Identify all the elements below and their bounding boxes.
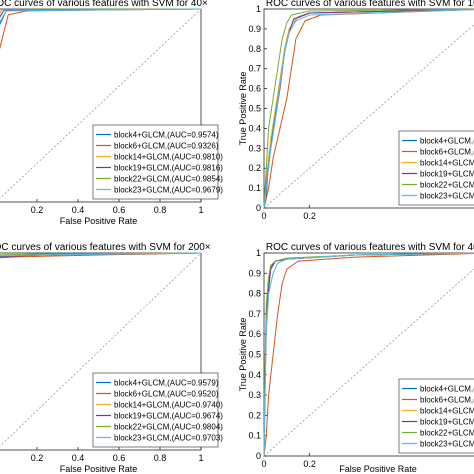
y-tick-label: 0	[256, 451, 261, 461]
y-tick-label: 0.7	[248, 309, 261, 319]
roc-curve-5	[263, 8, 474, 209]
legend-label-6: block23+GLCM,(AUC	[420, 440, 474, 449]
x-tick-label: 0.2	[31, 205, 44, 215]
legend-label-6: block23+GLCM,(AUC=0.9703)	[114, 434, 223, 443]
legend-label-6: block23+GLCM,(AUC	[420, 192, 474, 201]
legend-label-3: block14+GLCM,(AUC=0.9810)	[114, 153, 223, 162]
y-tick-label: 0.8	[248, 289, 261, 299]
legend-label-1: block4+GLCM,(AUC=0.9579)	[114, 379, 219, 388]
y-tick-label: 0.5	[248, 350, 261, 360]
y-tick-label: 0	[256, 203, 261, 213]
legend-label-5: block22+GLCM,(AUC	[420, 181, 474, 190]
x-tick-label: 1	[198, 453, 203, 463]
legend-label-4: block19+GLCM,(AUC=0.9816)	[114, 164, 223, 173]
legend: block4+GLCM,(AUC=0.9574) block6+GLCM,(AUC…	[92, 124, 223, 200]
roc-curve-6	[263, 9, 474, 209]
y-tick-label: 0.3	[248, 143, 261, 153]
legend-label-3: block14+GLCM,(AUC	[420, 407, 474, 416]
chart-title: ROC curves of various features with SVM …	[0, 0, 208, 9]
roc-curve-6	[263, 252, 474, 457]
x-tick-label: 1	[198, 205, 203, 215]
chance-diagonal	[0, 8, 202, 199]
x-tick-label: 0	[261, 211, 266, 221]
x-axis-label: False Positive Rate	[60, 464, 138, 474]
y-tick-label: 0.3	[248, 390, 261, 400]
legend-label-4: block19+GLCM,(AUC	[420, 418, 474, 427]
y-axis-label: True Positive Rate	[238, 318, 248, 392]
y-tick-label: 0.8	[248, 44, 261, 54]
y-tick-label: 1	[256, 4, 261, 14]
legend-label-4: block19+GLCM,(AUC=0.9674)	[114, 412, 223, 421]
x-axis-label: False Positive Rate	[60, 216, 138, 226]
legend-label-2: block6+GLCM,(AUC=	[420, 148, 474, 157]
chance-diagonal	[263, 24, 474, 209]
y-tick-label: 0.1	[248, 183, 261, 193]
x-tick-label: 0.6	[113, 205, 126, 215]
x-tick-label: 0.8	[154, 205, 167, 215]
chance-diagonal	[263, 268, 474, 457]
legend-label-1: block4+GLCM,(AUC=	[420, 385, 474, 394]
x-axis-label: False Positive Rate	[339, 464, 417, 474]
legend-label-3: block14+GLCM,(AUC	[420, 159, 474, 168]
roc-panel-1: ROC curves of various features with SVM …	[0, 0, 223, 226]
roc-panel-4: ROC curves of various features with SVM …	[238, 242, 474, 474]
x-tick-label: 0.2	[303, 459, 316, 469]
x-tick-label: 0	[261, 459, 266, 469]
legend-box	[398, 130, 474, 206]
chart-title: ROC curves of various features with SVM …	[266, 242, 474, 253]
legend-label-5: block22+GLCM,(AUC=0.9804)	[114, 423, 223, 432]
chance-diagonal	[0, 252, 202, 447]
y-tick-label: 0.2	[248, 163, 261, 173]
y-tick-label: 0.4	[248, 370, 261, 380]
legend-label-2: block6+GLCM,(AUC=0.9326)	[114, 142, 219, 151]
x-tick-label: 0.2	[31, 453, 44, 463]
x-tick-label: 0.8	[154, 453, 167, 463]
legend-label-1: block4+GLCM,(AUC=	[420, 137, 474, 146]
y-axis-label: True Positive Rate	[238, 72, 248, 146]
legend-label-3: block14+GLCM,(AUC=0.9740)	[114, 401, 223, 410]
chart-title: ROC curves of various features with SVM …	[266, 0, 474, 9]
roc-curve-6	[0, 8, 202, 23]
y-tick-label: 0.9	[248, 268, 261, 278]
y-tick-label: 0.2	[248, 410, 261, 420]
legend-box	[92, 372, 219, 448]
roc-panel-3: ROC curves of various features with SVM …	[0, 242, 223, 474]
y-tick-label: 0.6	[248, 329, 261, 339]
y-tick-label: 0.4	[248, 123, 261, 133]
y-tick-label: 1	[256, 248, 261, 258]
legend: block4+GLCM,(AUC= block6+GLCM,(AUC= block1…	[398, 378, 474, 454]
legend-box	[398, 378, 474, 454]
legend-label-2: block6+GLCM,(AUC=	[420, 396, 474, 405]
legend-label-6: block23+GLCM,(AUC=0.9679)	[114, 186, 223, 195]
roc-panel-2: ROC curves of various features with SVM …	[238, 0, 474, 221]
roc-curve-2	[263, 9, 474, 209]
legend: block4+GLCM,(AUC=0.9579) block6+GLCM,(AUC…	[92, 372, 223, 448]
legend-label-5: block22+GLCM,(AUC	[420, 429, 474, 438]
y-tick-label: 0.7	[248, 64, 261, 74]
roc-curve-5	[0, 8, 202, 14]
y-tick-label: 0.9	[248, 24, 261, 34]
legend-label-1: block4+GLCM,(AUC=0.9574)	[114, 131, 219, 140]
legend-box	[92, 124, 219, 200]
x-tick-label: 0.6	[113, 453, 126, 463]
y-tick-label: 0.6	[248, 84, 261, 94]
legend-label-5: block22+GLCM,(AUC=0.9854)	[114, 175, 223, 184]
x-tick-label: 0.4	[72, 453, 85, 463]
x-tick-label: 0.2	[303, 211, 316, 221]
legend-label-2: block6+GLCM,(AUC=0.9520)	[114, 390, 219, 399]
chart-title: ROC curves of various features with SVM …	[0, 242, 211, 253]
legend: block4+GLCM,(AUC= block6+GLCM,(AUC= block1…	[398, 130, 474, 206]
y-tick-label: 0.1	[248, 431, 261, 441]
x-tick-label: 0.4	[72, 205, 85, 215]
roc-curve-6	[0, 252, 202, 257]
y-tick-label: 0.5	[248, 104, 261, 114]
roc-curve-2	[263, 253, 474, 457]
legend-label-4: block19+GLCM,(AUC	[420, 170, 474, 179]
